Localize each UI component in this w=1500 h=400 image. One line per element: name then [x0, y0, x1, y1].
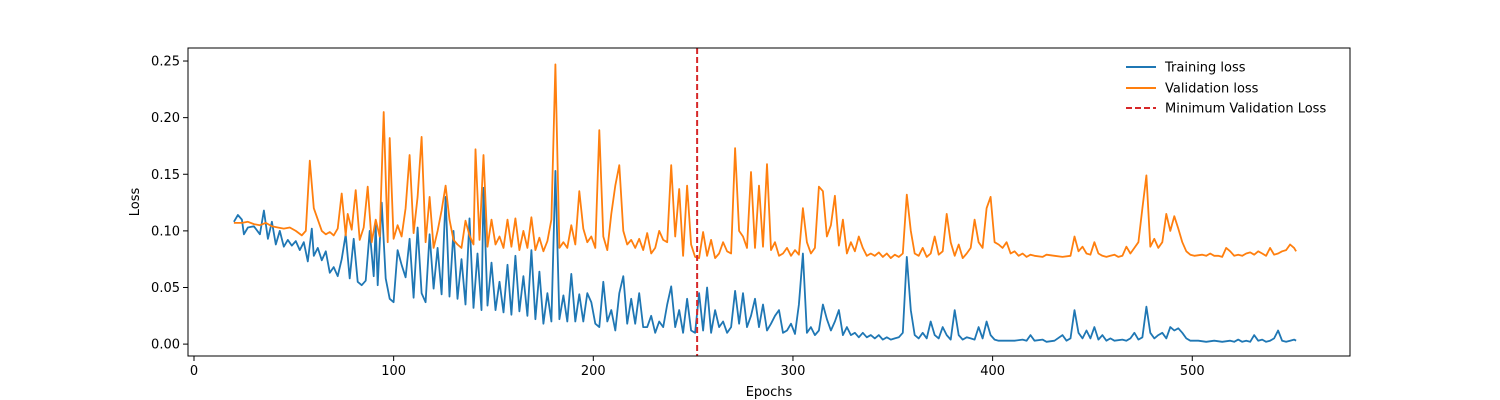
- plot-frame: [187, 47, 1351, 357]
- legend-label-training: Training loss: [1164, 61, 1246, 76]
- x-tick-label: 400: [980, 364, 1005, 379]
- y-tick-label: 0.10: [151, 224, 180, 239]
- y-tick-label: 0.15: [151, 168, 180, 183]
- legend: Training loss Validation loss Minimum Va…: [1126, 61, 1326, 117]
- x-tick-label: 100: [381, 364, 406, 379]
- series-line-training: [233, 170, 1297, 343]
- x-axis: 0 100 200 300 400 500: [190, 356, 1205, 379]
- y-axis-label: Loss: [128, 188, 143, 217]
- y-tick-label: 0.25: [151, 55, 180, 70]
- y-tick-label: 0.20: [151, 111, 180, 126]
- y-tick-label: 0.05: [151, 281, 180, 296]
- x-tick-label: 300: [781, 364, 806, 379]
- y-tick-label: 0.00: [151, 338, 180, 353]
- y-axis: 0.00 0.05 0.10 0.15 0.20 0.25: [151, 55, 188, 353]
- legend-label-minimum: Minimum Validation Loss: [1165, 102, 1326, 117]
- x-tick-label: 500: [1180, 364, 1205, 379]
- legend-label-validation: Validation loss: [1165, 82, 1259, 97]
- x-tick-label: 0: [190, 364, 198, 379]
- x-axis-label: Epochs: [746, 385, 793, 400]
- series-line-validation: [233, 63, 1297, 259]
- series-layer: [233, 48, 1297, 356]
- x-tick-label: 200: [581, 364, 606, 379]
